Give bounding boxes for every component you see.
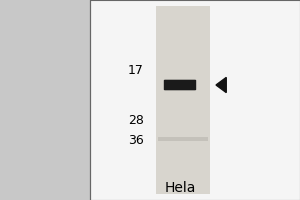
Bar — [90, 0, 300, 200]
Text: 28: 28 — [128, 114, 144, 127]
Bar — [158, 137, 208, 141]
Bar — [156, 6, 210, 194]
Polygon shape — [216, 77, 226, 93]
Text: 36: 36 — [128, 134, 144, 146]
FancyBboxPatch shape — [164, 80, 196, 90]
Text: Hela: Hela — [164, 181, 196, 195]
Text: 17: 17 — [128, 64, 144, 76]
